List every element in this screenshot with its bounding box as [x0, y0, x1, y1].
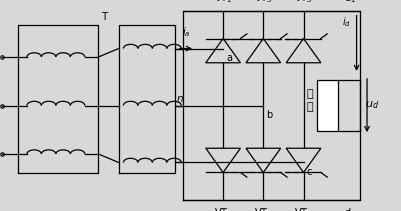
Text: VT$_4$: VT$_4$ [213, 206, 232, 211]
Text: VT$_6$: VT$_6$ [253, 206, 272, 211]
Text: 载: 载 [306, 101, 312, 112]
Text: d$_2$: d$_2$ [343, 206, 355, 211]
Text: VT$_5$: VT$_5$ [294, 0, 312, 5]
Text: VT$_1$: VT$_1$ [213, 0, 232, 5]
Text: c: c [306, 167, 311, 177]
Text: $u_d$: $u_d$ [364, 100, 378, 111]
Text: VT$_3$: VT$_3$ [253, 0, 272, 5]
Text: $i_a$: $i_a$ [181, 25, 190, 39]
Text: $i_d$: $i_d$ [341, 15, 350, 28]
Text: n: n [176, 94, 183, 104]
Text: a: a [226, 53, 232, 63]
Bar [316, 80, 337, 131]
Text: T: T [101, 12, 107, 22]
Text: d$_1$: d$_1$ [343, 0, 355, 5]
Text: 负: 负 [306, 89, 312, 99]
Text: VT$_2$: VT$_2$ [294, 206, 312, 211]
Text: b: b [266, 110, 272, 120]
